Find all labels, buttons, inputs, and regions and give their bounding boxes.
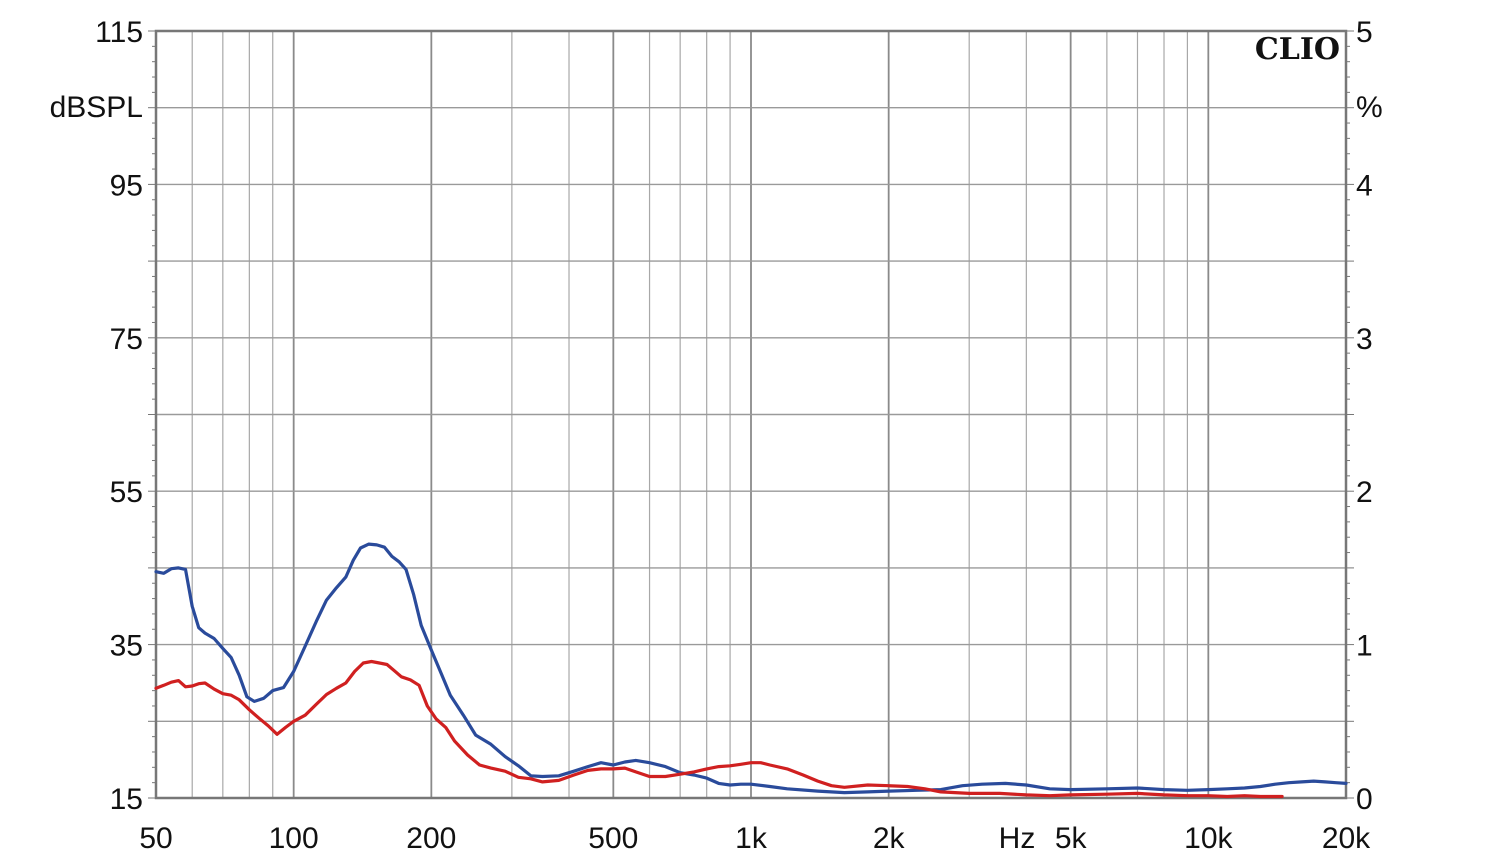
y-tick-label-right: 3 [1356, 323, 1373, 356]
y-tick-label-left: 75 [110, 323, 143, 356]
left-axis: 115 95 75 55 35 15 [95, 16, 143, 816]
y-tick-label-right: 0 [1356, 783, 1373, 816]
x-tick-label: 5k [1055, 822, 1088, 855]
y-tick-label-left: 95 [110, 169, 143, 202]
x-tick-label: 20k [1322, 822, 1371, 855]
y-tick-label-right: 4 [1356, 169, 1373, 202]
series-line-red [154, 659, 1284, 799]
x-tick-label: 1k [735, 822, 768, 855]
right-axis: 5 4 3 2 1 0 [1356, 16, 1373, 816]
clio-brand-logo: CLIO [1255, 32, 1340, 67]
y-tick-label-right: 5 [1356, 16, 1373, 49]
grid [148, 30, 1354, 799]
y-tick-label-right: 1 [1356, 630, 1373, 663]
x-tick-label: 50 [139, 822, 172, 855]
y-tick-label-left: 35 [110, 630, 143, 663]
plot-frame [154, 29, 1348, 800]
x-tick-label: 10k [1184, 822, 1233, 855]
y-tick-label-left: 115 [95, 16, 143, 49]
y-tick-label-left: 55 [110, 476, 143, 509]
y-tick-label-right: 2 [1356, 476, 1373, 509]
x-axis: 50 100 200 500 1k 2k 5k 10k 20k [139, 822, 1371, 855]
y-axis-label: dBSPL [50, 91, 143, 124]
series-layer [154, 542, 1348, 799]
x-tick-label: 2k [873, 822, 906, 855]
series-line-blue [154, 542, 1348, 795]
x-tick-label: 200 [406, 822, 456, 855]
y-tick-label-left: 15 [110, 783, 143, 816]
x-tick-label: 500 [588, 822, 638, 855]
x-axis-label: Hz [999, 822, 1036, 855]
y-axis-right-label: % [1356, 91, 1383, 124]
x-tick-label: 100 [269, 822, 319, 855]
